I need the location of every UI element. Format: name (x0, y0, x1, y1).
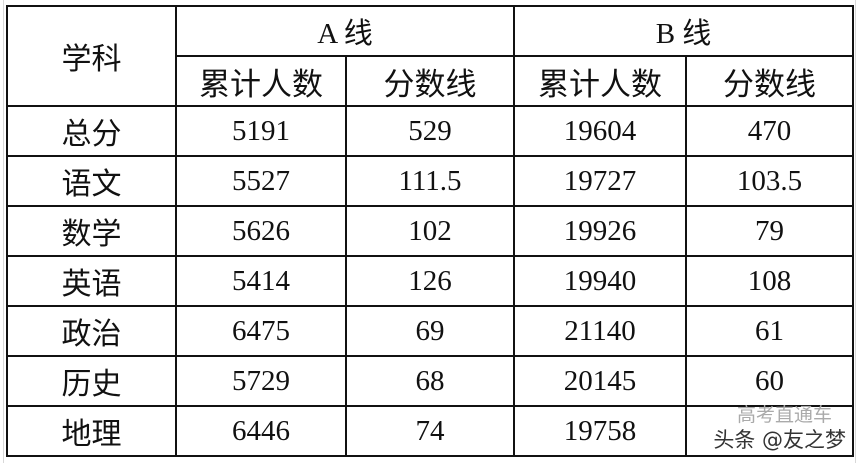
subject-cell: 总分 (6, 105, 177, 157)
a-count-cell: 5414 (175, 255, 347, 307)
b-line-cell: 61 (685, 305, 854, 357)
a-line-cell: 111.5 (345, 155, 515, 207)
b-count-cell: 19758 (513, 405, 687, 457)
a-count-cell: 6446 (175, 405, 347, 457)
b-line-cell: 60 (685, 355, 854, 407)
b-score-line-header: 分数线 (685, 55, 854, 107)
table-row: 政治 6475 69 21140 61 (6, 305, 854, 357)
watermark: 高考直通车 头条 @友之梦 (686, 404, 846, 454)
b-cumulative-header: 累计人数 (513, 55, 687, 107)
b-line-cell (685, 405, 854, 457)
subject-header: 学科 (6, 5, 177, 107)
table-row: 历史 5729 68 20145 60 (6, 355, 854, 407)
subheader-row: 累计人数 分数线 累计人数 分数线 (7, 55, 854, 107)
a-line-cell: 102 (345, 205, 515, 257)
a-score-line-header: 分数线 (345, 55, 515, 107)
group-a-header: A 线 (175, 5, 515, 57)
subject-cell: 地理 (6, 405, 177, 457)
table-row: 语文 5527 111.5 19727 103.5 (6, 155, 854, 207)
gridline (855, 0, 856, 463)
a-line-cell: 74 (345, 405, 515, 457)
b-count-cell: 21140 (513, 305, 687, 357)
a-count-cell: 5729 (175, 355, 347, 407)
watermark-line2: 头条 @友之梦 (713, 428, 846, 452)
a-count-cell: 5626 (175, 205, 347, 257)
table-row: 数学 5626 102 19926 79 (6, 205, 854, 257)
table-row: 总分 5191 529 19604 470 (6, 105, 854, 157)
b-line-cell: 108 (685, 255, 854, 307)
subject-cell: 历史 (6, 355, 177, 407)
a-count-cell: 6475 (175, 305, 347, 357)
subject-cell: 语文 (6, 155, 177, 207)
score-table: 学科 A 线 B 线 累计人数 分数线 累计人数 分数线 总分 5191 529 19… (6, 5, 854, 457)
a-cumulative-header: 累计人数 (175, 55, 347, 107)
gridline (3, 0, 4, 463)
table-row: 英语 5414 126 19940 108 (6, 255, 854, 307)
a-line-cell: 126 (345, 255, 515, 307)
subject-cell: 英语 (6, 255, 177, 307)
a-line-cell: 69 (345, 305, 515, 357)
table-row: 地理 6446 74 19758 (6, 405, 854, 457)
b-line-cell: 103.5 (685, 155, 854, 207)
b-count-cell: 19604 (513, 105, 687, 157)
b-count-cell: 19727 (513, 155, 687, 207)
a-count-cell: 5191 (175, 105, 347, 157)
a-line-cell: 529 (345, 105, 515, 157)
a-line-cell: 68 (345, 355, 515, 407)
subject-cell: 政治 (6, 305, 177, 357)
a-count-cell: 5527 (175, 155, 347, 207)
b-line-cell: 79 (685, 205, 854, 257)
group-b-header: B 线 (513, 5, 854, 57)
b-count-cell: 19940 (513, 255, 687, 307)
b-count-cell: 19926 (513, 205, 687, 257)
b-count-cell: 20145 (513, 355, 687, 407)
b-line-cell: 470 (685, 105, 854, 157)
subject-cell: 数学 (6, 205, 177, 257)
header-row: 学科 A 线 B 线 (6, 5, 854, 107)
watermark-line1: 高考直通车 (736, 404, 832, 426)
